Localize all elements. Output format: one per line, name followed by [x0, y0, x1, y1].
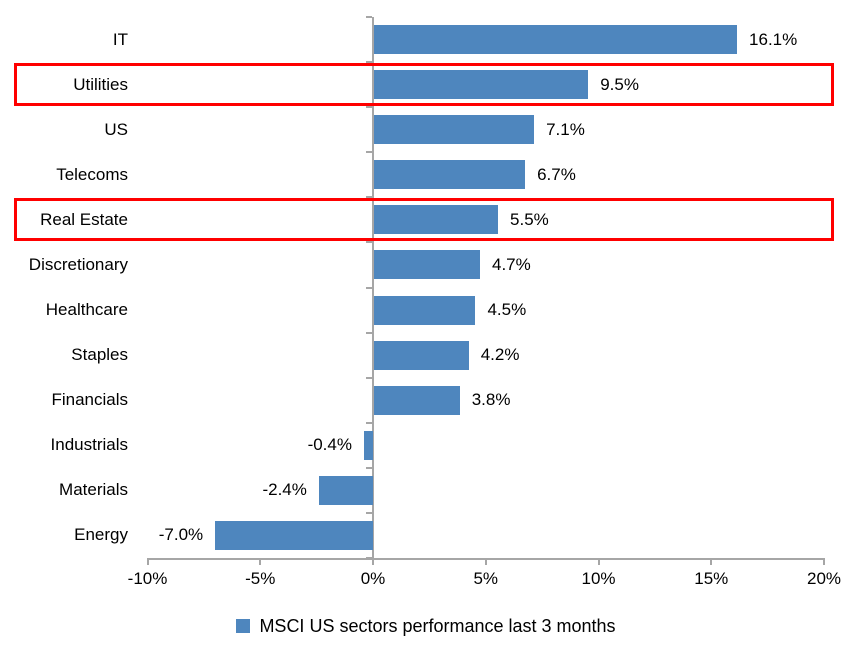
category-axis-tick: [366, 241, 372, 244]
bar: [374, 70, 589, 100]
category-label: Industrials: [50, 435, 128, 455]
data-label: 9.5%: [600, 74, 639, 94]
value-axis-tick-label: 15%: [694, 569, 729, 588]
category-axis-tick: [366, 421, 372, 424]
bar: [374, 115, 535, 145]
category-label: Utilities: [73, 74, 128, 94]
value-axis-tick-label: 0%: [360, 569, 386, 588]
category-label: Real Estate: [40, 209, 128, 229]
value-axis-tick: [710, 558, 713, 565]
data-label: 7.1%: [546, 119, 585, 139]
category-label: Healthcare: [45, 300, 128, 320]
legend-swatch: [236, 619, 251, 633]
data-label: 4.5%: [487, 300, 527, 320]
value-axis-tick-label: 20%: [806, 569, 842, 588]
category-axis-line: [372, 17, 374, 558]
bar: [374, 25, 738, 55]
value-axis-tick: [597, 558, 600, 565]
data-label: -7.0%: [158, 525, 204, 545]
category-axis-tick: [366, 106, 372, 109]
highlight-box-utilities: [14, 63, 834, 107]
category-axis-tick: [366, 61, 372, 64]
bar: [374, 340, 469, 370]
category-label: IT: [112, 29, 128, 49]
data-label: -0.4%: [307, 435, 352, 455]
category-axis-tick: [366, 511, 372, 514]
value-axis-tick: [484, 558, 487, 565]
category-axis-tick: [366, 286, 372, 289]
category-label: Financials: [51, 390, 128, 410]
data-label: 5.5%: [510, 209, 549, 229]
value-axis-tick: [372, 558, 374, 565]
value-axis-tick: [146, 558, 149, 565]
bar: [374, 160, 526, 190]
category-axis-tick: [366, 196, 372, 199]
data-label: -2.4%: [262, 480, 307, 500]
data-label: 3.8%: [471, 390, 511, 410]
category-label: Telecoms: [56, 164, 128, 184]
category-label: Materials: [59, 480, 128, 500]
data-label: 6.7%: [537, 164, 576, 184]
bar: [363, 430, 373, 460]
legend: MSCI US sectors performance last 3 month…: [0, 611, 852, 641]
bar: [215, 520, 373, 550]
category-axis-tick: [366, 331, 372, 334]
category-label: Staples: [71, 345, 128, 365]
highlight-box-real-estate: [14, 198, 834, 242]
value-axis-tick: [823, 558, 825, 565]
data-label: 16.1%: [749, 29, 798, 49]
category-label: Discretionary: [28, 254, 128, 274]
bar: [374, 205, 499, 235]
category-axis-tick: [366, 16, 372, 18]
category-label: Energy: [74, 525, 128, 545]
category-label: US: [104, 119, 128, 139]
bar: [374, 295, 476, 325]
value-axis-tick-label: -5%: [245, 569, 276, 588]
bar: [318, 475, 373, 505]
legend-label: MSCI US sectors performance last 3 month…: [259, 615, 616, 636]
category-axis-tick: [366, 151, 372, 154]
data-label: 4.7%: [491, 254, 531, 274]
value-axis-tick-label: 5%: [473, 569, 499, 588]
bar: [374, 385, 460, 415]
data-label: 4.2%: [480, 345, 520, 365]
value-axis-tick-label: -10%: [127, 569, 168, 588]
category-axis-tick: [366, 466, 372, 469]
bar: [374, 250, 480, 280]
category-axis-tick: [366, 376, 372, 379]
value-axis-tick-label: 10%: [581, 569, 616, 588]
value-axis-tick: [259, 558, 262, 565]
